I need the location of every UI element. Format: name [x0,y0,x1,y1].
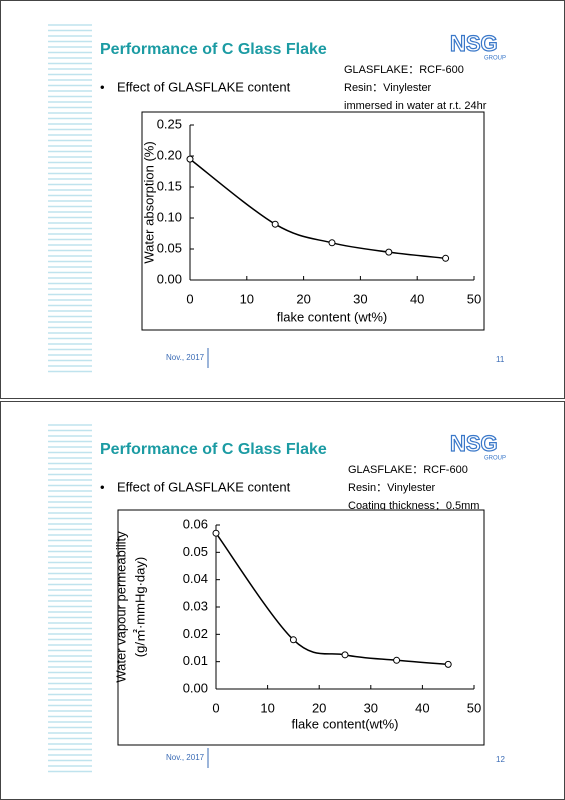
bullet-text: Effect of GLASFLAKE content [117,79,291,94]
x-tick-label: 10 [260,700,274,715]
chart-frame [141,111,485,331]
y-tick-label: 0.02 [183,626,208,641]
note: Resin：Vinylester [344,82,432,94]
y-axis-label: (g/㎡·mmHg·day) [132,557,147,657]
footer-date: Nov., 2017 [166,353,205,362]
point [212,529,220,537]
x-tick-label: 0 [186,291,193,306]
series-line [189,158,446,260]
y-tick-label: 0.03 [183,598,208,613]
slide-title: Performance of C Glass Flake [100,441,327,458]
y-tick-label: 0.20 [157,147,182,162]
chart-frame [117,509,485,746]
logo: NSG [450,31,498,56]
logo-sub: GROUP [484,456,506,462]
page-number: 12 [496,755,505,764]
bullet-mark: • [100,79,105,94]
point [444,660,452,668]
y-tick-label: 0.05 [157,240,182,255]
y-tick-label: 0.06 [183,516,208,531]
y-tick-label: 0.01 [183,653,208,668]
slide-title: Performance of C Glass Flake [100,41,327,58]
bullet-text: Effect of GLASFLAKE content [117,479,291,494]
x-tick-label: 30 [364,700,378,715]
y-tick-label: 0.00 [183,680,208,695]
point [393,656,401,664]
point [289,636,297,644]
x-tick-label: 20 [312,700,326,715]
point [385,248,393,256]
x-tick-label: 20 [296,291,310,306]
y-tick-label: 0.25 [157,116,182,131]
x-tick-label: 50 [467,291,481,306]
note: immersed in water at r.t. 24hr [344,100,487,112]
bullet-mark: • [100,479,105,494]
y-axis-label: Water vapour permeability [113,531,128,683]
x-tick-label: 30 [353,291,367,306]
page-number: 11 [496,355,505,364]
y-tick-label: 0.04 [183,571,208,586]
point [328,239,336,247]
x-tick-label: 40 [410,291,424,306]
x-tick-label: 10 [240,291,254,306]
y-tick-label: 0.15 [157,178,182,193]
y-tick-label: 0.05 [183,544,208,559]
point [186,155,194,163]
note: Coating thickness：0.5mm [348,500,479,512]
x-tick-label: 40 [415,700,429,715]
y-axis-label: Water absorption (%) [141,141,156,263]
note: Resin：Vinylester [348,482,436,494]
logo: NSG [450,431,498,456]
footer-date: Nov., 2017 [166,753,205,762]
note: GLASFLAKE：RCF-600 [344,64,464,76]
x-axis-label: flake content(wt%) [292,716,399,731]
point [271,220,279,228]
note: GLASFLAKE：RCF-600 [348,464,468,476]
x-tick-label: 50 [467,700,481,715]
point [341,651,349,659]
x-tick-label: 0 [212,700,219,715]
y-tick-label: 0.00 [157,271,182,286]
logo-sub: GROUP [484,56,506,62]
point [442,254,450,262]
series-line [215,532,449,666]
y-tick-label: 0.10 [157,209,182,224]
x-axis-label: flake content (wt%) [277,309,388,324]
